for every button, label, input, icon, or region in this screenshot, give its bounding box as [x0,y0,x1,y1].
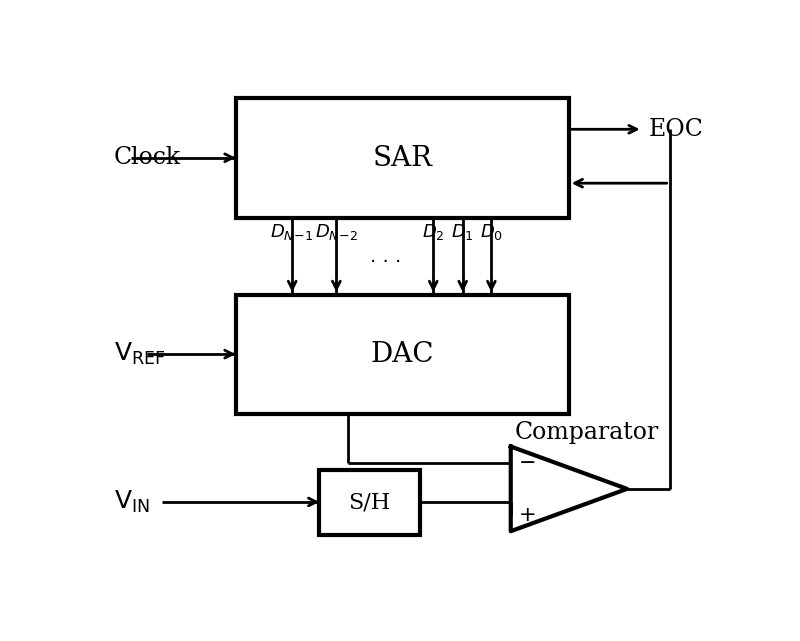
Text: $D_{N\!-\!1}$: $D_{N\!-\!1}$ [270,222,314,242]
Text: S/H: S/H [349,492,391,513]
Text: EOC: EOC [649,118,703,141]
Text: $D_{2}$: $D_{2}$ [422,222,445,242]
Text: $D_{0}$: $D_{0}$ [480,222,503,242]
Bar [319,470,420,535]
Text: +: + [519,505,537,525]
Bar [236,99,569,218]
Text: $D_{N\!-\!2}$: $D_{N\!-\!2}$ [314,222,358,242]
Text: DAC: DAC [370,341,434,368]
Text: $\mathregular{V_{IN}}$: $\mathregular{V_{IN}}$ [114,489,150,515]
Text: . . .: . . . [370,247,401,266]
Text: $\mathregular{V_{REF}}$: $\mathregular{V_{REF}}$ [114,341,166,367]
Bar [236,295,569,414]
Text: Comparator: Comparator [514,421,659,444]
Text: $D_{1}$: $D_{1}$ [451,222,474,242]
Text: Clock: Clock [114,146,181,169]
Text: SAR: SAR [372,145,432,172]
Text: −: − [519,453,537,472]
